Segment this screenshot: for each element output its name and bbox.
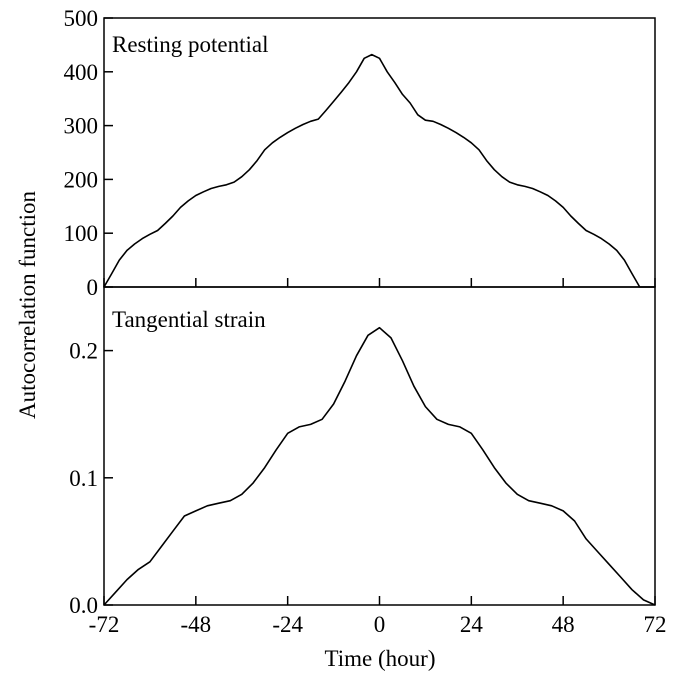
y-tick-label: 0.2 [69,339,98,364]
y-axis-title: Autocorrelation function [15,190,40,419]
y-tick-label: 0.0 [69,593,98,618]
x-tick-label: 72 [644,612,667,637]
y-tick-label: 200 [64,167,99,192]
resting-potential-panel: 0 100 200 300 400 500 Resting potential [64,6,656,300]
x-tick-label: 24 [460,612,484,637]
x-axis-title: Time (hour) [325,646,436,671]
tangential-strain-panel: 0.0 0.1 0.2 -72 -48 -24 0 24 48 72 Tangential stra… [69,286,667,637]
x-tick-label: -72 [89,612,120,637]
x-tick-label: 48 [552,612,575,637]
x-tick-label: 0 [374,612,386,637]
series-line [103,53,655,288]
plot-frame [103,286,656,606]
y-tick-label: 400 [64,60,99,85]
x-tick-label: -24 [272,612,303,637]
y-tick-label: 300 [64,114,99,139]
y-tick-label: 0 [87,275,99,300]
y-tick-label: 100 [64,221,99,246]
series-line [103,326,656,606]
y-tick-label: 0.1 [69,466,98,491]
x-tick-label: -48 [180,612,211,637]
y-tick-label: 500 [64,6,99,31]
panel-title: Resting potential [112,32,269,57]
panel-title: Tangential strain [112,307,266,332]
